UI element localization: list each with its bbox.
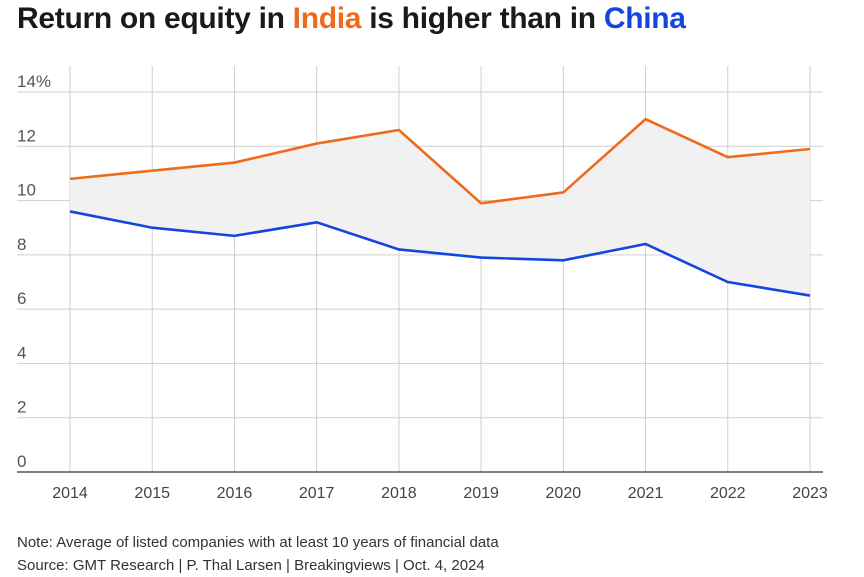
x-tick-label: 2017 — [299, 485, 335, 502]
chart-footer: Note: Average of listed companies with a… — [17, 531, 499, 577]
chart-note: Note: Average of listed companies with a… — [17, 534, 499, 551]
y-tick-label: 6 — [17, 289, 26, 308]
x-tick-label: 2021 — [628, 485, 664, 502]
x-tick-label: 2016 — [217, 485, 253, 502]
x-tick-label: 2022 — [710, 485, 746, 502]
tick-label-layer: 0 2 4 6 8 10 12 14% 2014 2015 2016 2017 2018 2019 2020… — [17, 72, 828, 502]
title-part-1: Return on equity in — [17, 2, 293, 35]
line-layer — [69, 117, 811, 297]
y-tick-label: 2 — [17, 398, 26, 417]
y-tick-label: 4 — [17, 343, 26, 362]
title-india: India — [292, 2, 362, 35]
chart-title: Return on equity in India is higher than… — [17, 2, 686, 36]
x-tick-label: 2018 — [381, 485, 417, 502]
y-tick-label: 12 — [17, 126, 36, 145]
line-chart: 0 2 4 6 8 10 12 14% 2014 2015 2016 2017 2018 2019 2020… — [17, 66, 828, 502]
x-tick-label: 2014 — [52, 485, 88, 502]
series-line-china — [69, 210, 811, 297]
title-part-2: is higher than in — [361, 2, 604, 35]
chart-source: Source: GMT Research | P. Thal Larsen | … — [17, 557, 485, 574]
series-line-india — [69, 117, 811, 205]
x-tick-label: 2023 — [792, 485, 828, 502]
x-tick-label: 2015 — [134, 485, 170, 502]
y-tick-label: 10 — [17, 181, 36, 200]
gap-band — [70, 119, 810, 296]
title-china: China — [603, 2, 686, 35]
y-tick-label: 14% — [17, 72, 51, 91]
x-tick-label: 2019 — [463, 485, 499, 502]
y-tick-label: 8 — [17, 235, 26, 254]
x-tick-label: 2020 — [546, 485, 582, 502]
y-tick-label: 0 — [17, 452, 26, 471]
